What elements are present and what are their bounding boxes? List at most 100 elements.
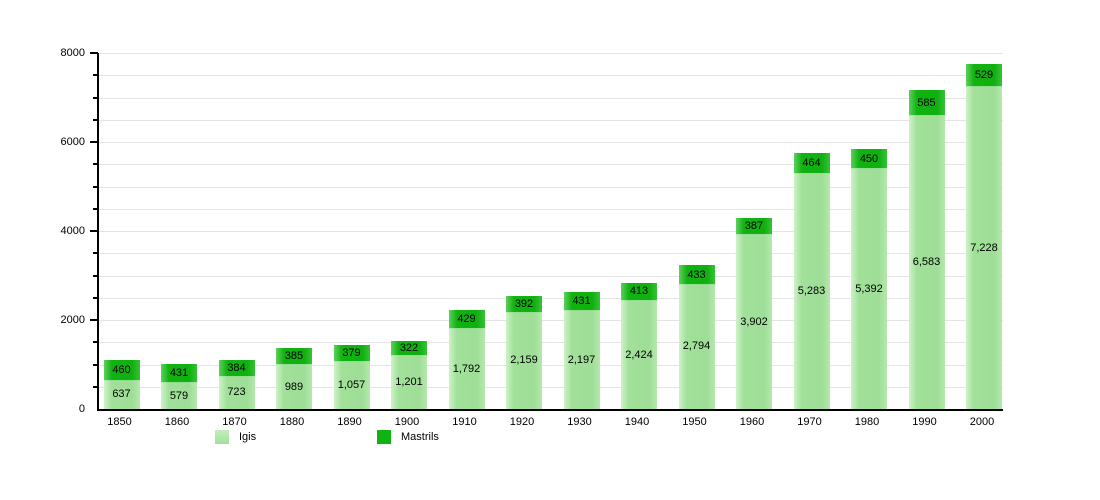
y-tick-4500 (93, 207, 98, 210)
value-label-igis-1880: 989 (284, 380, 304, 393)
y-tick-5500 (93, 163, 98, 166)
x-axis-label-1860: 1860 (164, 416, 190, 428)
gridline-4500 (99, 208, 1003, 210)
legend-item-mastrils: Mastrils (377, 430, 439, 444)
bar-group-1950: 2,794 433 (678, 265, 715, 409)
value-label-igis-1890: 1,057 (337, 378, 366, 391)
bar-segment-igis-1850: 637 (103, 380, 140, 409)
bar-segment-mastrils-1910: 429 (448, 310, 485, 330)
bar-group-1900: 1,201 322 (391, 341, 427, 409)
gridline-3000 (99, 275, 1003, 277)
bar-group-1860: 579 431 (161, 364, 197, 409)
value-label-mastrils-1990: 585 (917, 96, 936, 109)
bar-segment-mastrils-1920: 392 (506, 295, 542, 313)
value-label-igis-1900: 1,201 (395, 375, 423, 388)
value-label-mastrils-1880: 385 (284, 349, 304, 362)
bar-group-1870: 723 384 (218, 359, 255, 409)
legend-label-mastrils: Mastrils (401, 431, 439, 443)
y-tick-4000 (90, 230, 98, 232)
value-label-igis-1910: 1,792 (452, 362, 481, 375)
bar-group-1990: 6,583 585 (908, 90, 945, 409)
x-axis-label-1890: 1890 (337, 416, 362, 428)
bar-group-1890: 1,057 379 (333, 345, 370, 409)
legend: Igis Mastrils (0, 430, 1100, 448)
y-tick-3000 (93, 274, 98, 277)
bar-group-1930: 2,197 431 (563, 292, 600, 409)
y-tick-3500 (93, 252, 98, 255)
y-tick-8000 (90, 52, 98, 54)
bar-segment-mastrils-1980: 450 (851, 149, 887, 170)
bar-segment-mastrils-1860: 431 (161, 364, 197, 384)
gridline-3500 (99, 253, 1003, 255)
value-label-mastrils-1920: 392 (514, 297, 534, 310)
value-label-igis-2000: 7,228 (970, 241, 998, 254)
bar-segment-igis-1990: 6,583 (908, 116, 945, 409)
bar-segment-igis-1950: 2,794 (678, 284, 715, 409)
x-axis-label-1940: 1940 (624, 416, 650, 428)
x-axis-label-1960: 1960 (739, 416, 765, 428)
legend-swatch-igis-icon (215, 430, 229, 444)
y-axis-label-8000: 8000 (60, 47, 85, 59)
value-label-mastrils-1870: 384 (227, 361, 246, 374)
gridline-5500 (99, 164, 1003, 166)
bar-segment-mastrils-1950: 433 (678, 265, 715, 285)
legend-item-igis: Igis (215, 430, 256, 444)
value-label-mastrils-1970: 464 (802, 157, 821, 170)
legend-swatch-mastrils-icon (377, 430, 391, 444)
bar-segment-mastrils-1930: 431 (563, 292, 600, 312)
value-label-igis-1940: 2,424 (625, 348, 653, 361)
y-axis-label-0: 0 (78, 403, 85, 415)
bar-segment-mastrils-1870: 384 (218, 359, 255, 377)
y-tick-1500 (93, 341, 98, 344)
value-label-mastrils-1960: 387 (744, 220, 764, 233)
bar-group-1960: 3,902 387 (736, 218, 772, 409)
bar-segment-mastrils-1990: 585 (908, 90, 945, 117)
value-label-mastrils-1950: 433 (687, 268, 706, 281)
plot-area: 637 460 579 431 723 384 989 385 1,057 379 1,201 322… (90, 52, 1003, 411)
gridline-4000 (99, 231, 1003, 232)
value-label-mastrils-1860: 431 (169, 367, 189, 380)
bar-segment-igis-1920: 2,159 (506, 312, 542, 409)
gridline-500 (99, 386, 1003, 388)
value-label-igis-1860: 579 (169, 389, 189, 402)
bar-group-1920: 2,159 392 (506, 295, 542, 409)
y-axis-label-2000: 2000 (60, 314, 85, 326)
bar-segment-igis-2000: 7,228 (966, 87, 1002, 409)
y-tick-2500 (93, 296, 98, 299)
y-tick-1000 (93, 363, 98, 366)
value-label-igis-1930: 2,197 (567, 353, 596, 366)
bar-segment-igis-1870: 723 (218, 376, 255, 409)
value-label-mastrils-2000: 529 (974, 69, 994, 82)
x-axis-label-1880: 1880 (279, 416, 305, 428)
bar-segment-mastrils-1850: 460 (103, 360, 140, 381)
legend-label-igis: Igis (239, 431, 257, 443)
x-axis-label-1930: 1930 (567, 416, 592, 428)
y-axis-label-6000: 6000 (60, 136, 85, 148)
x-axis-label-1850: 1850 (107, 416, 132, 428)
bar-segment-mastrils-2000: 529 (966, 63, 1002, 88)
gridline-1000 (99, 364, 1003, 366)
gridline-2500 (99, 297, 1003, 299)
gridline-1500 (99, 342, 1003, 344)
bar-group-1970: 5,283 464 (793, 153, 830, 409)
bar-segment-igis-1940: 2,424 (621, 301, 657, 409)
x-axis-label-1870: 1870 (222, 416, 247, 428)
value-label-mastrils-1930: 431 (572, 295, 591, 308)
x-axis-label-1970: 1970 (797, 416, 822, 428)
x-axis-label-1910: 1910 (452, 416, 477, 428)
bar-segment-igis-1880: 989 (276, 365, 312, 409)
value-label-mastrils-1980: 450 (859, 152, 879, 165)
bar-segment-mastrils-1970: 464 (793, 153, 830, 174)
value-label-igis-1990: 6,583 (912, 256, 941, 269)
bar-segment-igis-1960: 3,902 (736, 235, 772, 409)
x-axis-label-2000: 2000 (969, 416, 995, 428)
bar-group-2000: 7,228 529 (966, 63, 1002, 409)
gridline-7500 (99, 75, 1003, 77)
y-tick-5000 (93, 185, 98, 188)
y-tick-500 (93, 385, 98, 388)
gridline-8000 (99, 53, 1003, 54)
y-tick-2000 (90, 319, 98, 321)
gridline-6500 (99, 119, 1003, 121)
gridline-5000 (99, 186, 1003, 188)
